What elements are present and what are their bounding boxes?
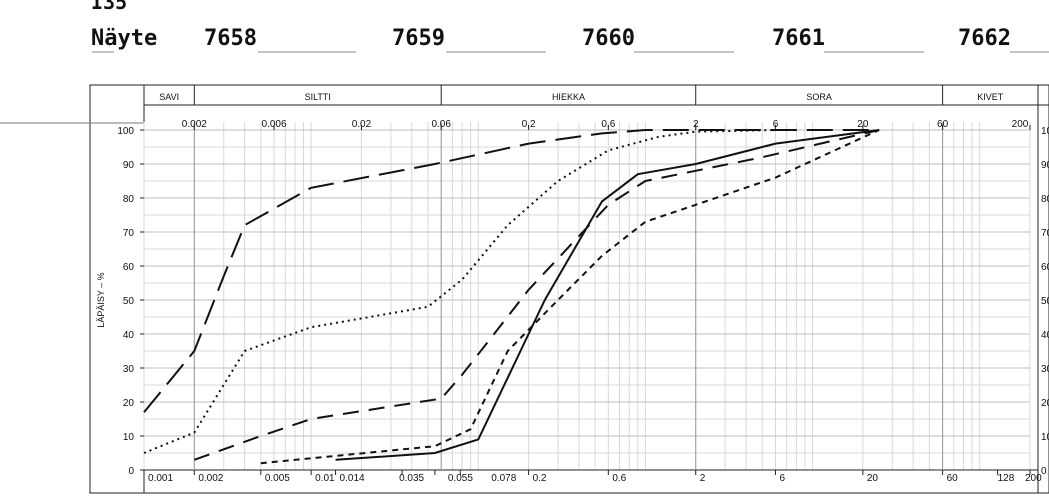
bottom-tick-label: 0.01 (315, 473, 335, 484)
fraction-label-savi: SAVI (159, 92, 179, 102)
series-line-7659 (260, 129, 880, 465)
bottom-tick-label: 0.035 (399, 473, 424, 484)
top-tick-label: 0.2 (522, 119, 536, 130)
top-tick-label: 60 (937, 119, 949, 130)
fraction-label-kivet: KIVET (977, 92, 1004, 102)
report-header: I35 Näyte 7658 7659 7660 7661 7662 (0, 0, 1049, 70)
y-tick-label: 20 (123, 398, 135, 409)
y-tick-label: 80 (123, 194, 135, 205)
y-tick-label: 50 (123, 296, 135, 307)
y-tick-label-right: 40 (1041, 330, 1049, 341)
y-tick-label-right: 60 (1041, 262, 1049, 273)
y-axis-title: LÄPÄISY – % (96, 272, 106, 327)
y-tick-label: 40 (123, 330, 135, 341)
y-tick-label: 0 (128, 466, 134, 477)
y-tick-label: 70 (123, 228, 135, 239)
bottom-tick-label: 0.078 (491, 473, 516, 484)
sample-id-7658: 7658 (204, 26, 257, 51)
bottom-tick-label: 6 (779, 473, 785, 484)
fraction-label-siltti: SILTTI (305, 92, 331, 102)
y-tick-label-right: 90 (1041, 160, 1049, 171)
y-tick-label-right: 100 (1041, 126, 1049, 137)
top-tick-label: 0.006 (262, 119, 287, 130)
chart-frame (89, 84, 1049, 494)
sample-id-7662: 7662 (958, 26, 1011, 51)
top-tick-label: 6 (773, 119, 779, 130)
y-tick-label-right: 0 (1041, 466, 1047, 477)
top-tick-label: 2 (693, 119, 699, 130)
top-tick-label: 0.06 (431, 119, 451, 130)
fraction-label-hiekka: HIEKKA (552, 92, 585, 102)
sample-id-7659: 7659 (392, 26, 445, 51)
y-tick-label-right: 80 (1041, 194, 1049, 205)
series-line-7662 (143, 129, 880, 413)
bottom-tick-label: 0.6 (612, 473, 626, 484)
sample-label: Näyte (91, 26, 158, 51)
top-tick-label: 0.6 (601, 119, 615, 130)
y-tick-label-right: 30 (1041, 364, 1049, 375)
y-tick-label-right: 50 (1041, 296, 1049, 307)
bottom-tick-label: 20 (867, 473, 879, 484)
bottom-tick-label: 2 (700, 473, 706, 484)
y-tick-label: 30 (123, 364, 135, 375)
y-tick-label: 10 (123, 432, 135, 443)
top-tick-label: 0.02 (352, 119, 372, 130)
top-tick-label: 20 (857, 119, 869, 130)
y-tick-label-right: 70 (1041, 228, 1049, 239)
sample-group-title: I35 (91, 0, 128, 14)
y-tick-label-right: 20 (1041, 398, 1049, 409)
series-line-7660 (143, 129, 776, 454)
bottom-tick-label: 60 (947, 473, 959, 484)
bottom-tick-label: 0.002 (198, 473, 223, 484)
bottom-tick-label: 200 (1025, 473, 1042, 484)
series-line-7661 (193, 129, 880, 461)
bottom-tick-label: 0.014 (340, 473, 365, 484)
sample-id-7661: 7661 (772, 26, 825, 51)
series-line-7658 (335, 129, 880, 461)
top-tick-label: 0.002 (182, 119, 207, 130)
sample-id-7660: 7660 (582, 26, 635, 51)
bottom-tick-label: 128 (998, 473, 1015, 484)
bottom-tick-label: 0.001 (148, 473, 173, 484)
y-tick-label: 60 (123, 262, 135, 273)
bottom-tick-label: 0.005 (265, 473, 290, 484)
top-tick-label: 200 (1012, 119, 1029, 130)
bottom-tick-label: 0.055 (448, 473, 473, 484)
bottom-tick-label: 0.2 (533, 473, 547, 484)
y-tick-label: 100 (117, 126, 134, 137)
y-tick-label: 90 (123, 160, 135, 171)
y-tick-label-right: 10 (1041, 432, 1049, 443)
fraction-label-sora: SORA (806, 92, 832, 102)
